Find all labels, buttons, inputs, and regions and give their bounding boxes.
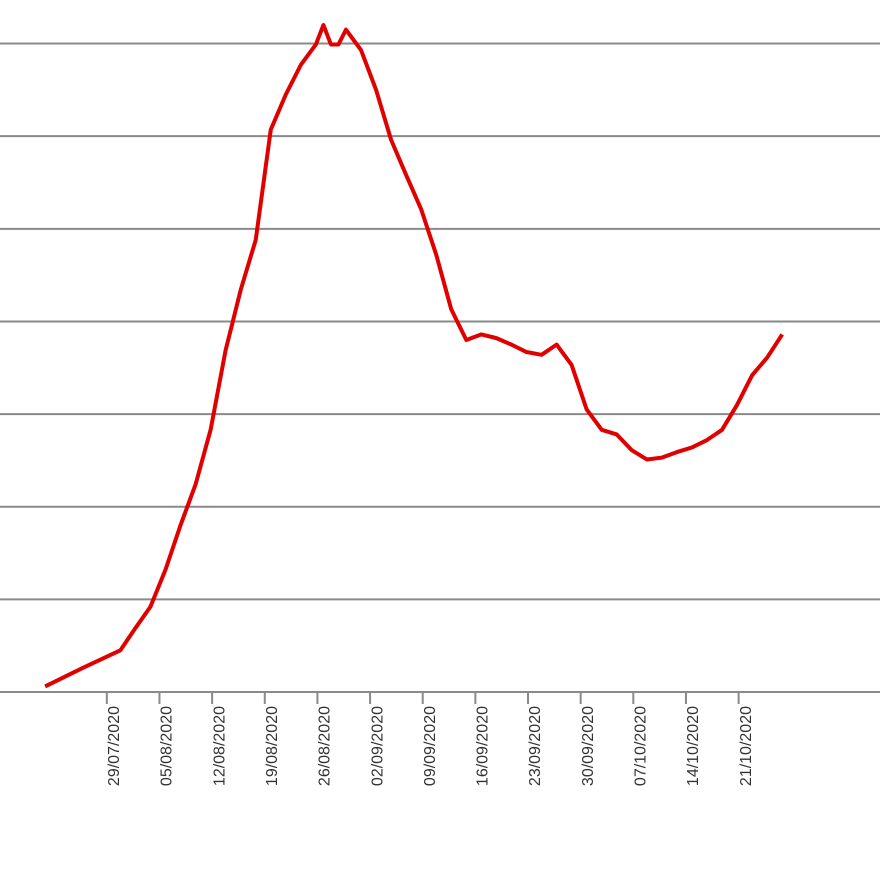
x-tick-label: 09/09/2020 (422, 706, 439, 786)
x-tick-label: 12/08/2020 (211, 706, 228, 786)
x-tick-label: 19/08/2020 (264, 706, 281, 786)
x-tick-label: 26/08/2020 (317, 706, 334, 786)
data-line (44, 23, 784, 689)
x-tick-label: 29/07/2020 (106, 706, 123, 786)
x-tick-label: 30/09/2020 (580, 706, 597, 786)
x-tick-label: 16/09/2020 (475, 706, 492, 786)
x-tick-label: 23/09/2020 (527, 706, 544, 786)
x-tick-label: 21/10/2020 (738, 706, 755, 786)
x-tick-label: 14/10/2020 (685, 706, 702, 786)
x-tick-label: 07/10/2020 (633, 706, 650, 786)
x-tick-label: 05/08/2020 (159, 706, 176, 786)
x-tick-label: 02/09/2020 (369, 706, 386, 786)
